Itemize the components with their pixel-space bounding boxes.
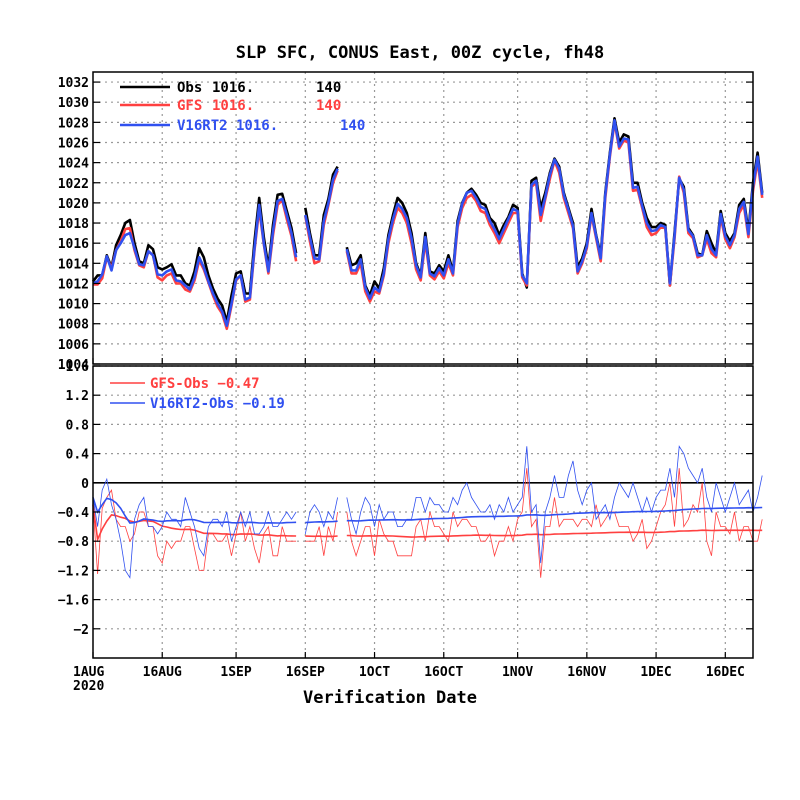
y-tick-label: 1028 [58,116,89,131]
x-tick-label: 16OCT [424,665,463,680]
y-tick-label: 1030 [58,96,89,111]
y-tick-label: 1016 [58,237,89,252]
legend-label: V16RT2 [177,118,228,134]
x-tick-label: 16AUG [143,665,182,680]
y-tick-label: −0.4 [58,506,89,521]
chart-title: SLP SFC, CONUS East, 00Z cycle, fh48 [236,43,604,63]
x-tick-label: 16SEP [286,665,325,680]
y-tick-label: 1.2 [66,389,89,404]
y-tick-label: 1020 [58,197,89,212]
y-tick-label: 1032 [58,76,89,91]
y-tick-label: 1024 [58,157,89,172]
x-axis: 1AUG 16AUG 1SEP 16SEP 1OCT 16OCT 1NOV 16NOV 1DEC… [73,358,745,680]
x-tick-label: 1SEP [220,665,251,680]
top-panel-y-axis: 1004 1006 1008 1010 1012 1014 1016 1018 1020 1022… [58,76,753,373]
legend-count: 140 [316,80,341,96]
top-panel-series [91,117,764,331]
bottom-panel-frame [92,365,754,659]
y-tick-label: 1.6 [66,360,90,375]
running-mean-v16rt2-obs [92,497,763,524]
series-line-obs [91,117,764,323]
bottom-panel-legend: GFS-Obs −0.47 V16RT2-Obs −0.19 [110,376,285,412]
y-tick-label: 1010 [58,298,89,313]
y-tick-label: 0.4 [66,448,90,463]
x-year-label: 2020 [73,679,104,694]
y-tick-label: 1026 [58,136,89,151]
y-tick-label: 1022 [58,177,89,192]
legend-count: 140 [340,118,365,134]
y-tick-label: 1012 [58,277,89,292]
top-panel-legend: Obs 1016. 140 GFS 1016. 140 V16RT2 1016. 140 [120,80,365,134]
y-tick-label: 1008 [58,318,89,333]
legend-label: Obs [177,80,202,96]
legend-mean: 1016. [212,98,254,114]
legend-label: GFS-Obs −0.47 [150,376,260,392]
legend-mean: 1016. [236,118,278,134]
series-line-v16rt2 [92,119,764,327]
bottom-panel-series [92,445,763,579]
x-tick-label: 16NOV [567,665,606,680]
legend-count: 140 [316,98,341,114]
x-tick-label: 1DEC [640,665,671,680]
bottom-panel-y-axis: −2 −1.6 −1.2 −0.8 −0.4 0 0.4 0.8 1.2 1.6 [58,360,753,638]
x-tick-label: 1NOV [502,665,533,680]
y-tick-label: 0 [81,477,89,492]
y-tick-label: 0.8 [66,418,90,433]
legend-label: GFS [177,98,202,114]
top-panel-frame [92,71,754,365]
legend-label: V16RT2-Obs −0.19 [150,396,285,412]
x-tick-label: 1AUG [73,665,104,680]
y-tick-label: −2 [73,623,89,638]
x-tick-label: 1OCT [359,665,390,680]
series-line-v16rt2-obs [92,445,763,579]
y-tick-label: 1004 [58,358,89,373]
y-tick-label: 1006 [58,338,89,353]
y-tick-label: −1.2 [58,564,89,579]
top-panel-grid [93,72,753,364]
x-tick-label: 16DEC [706,665,745,680]
y-tick-label: 1014 [58,257,89,272]
y-tick-label: −1.6 [58,594,89,609]
x-axis-label: Verification Date [303,688,477,708]
y-tick-label: −0.8 [58,535,89,550]
legend-mean: 1016. [212,80,254,96]
series-line-gfs-obs [92,468,763,578]
y-tick-label: 1018 [58,217,89,232]
